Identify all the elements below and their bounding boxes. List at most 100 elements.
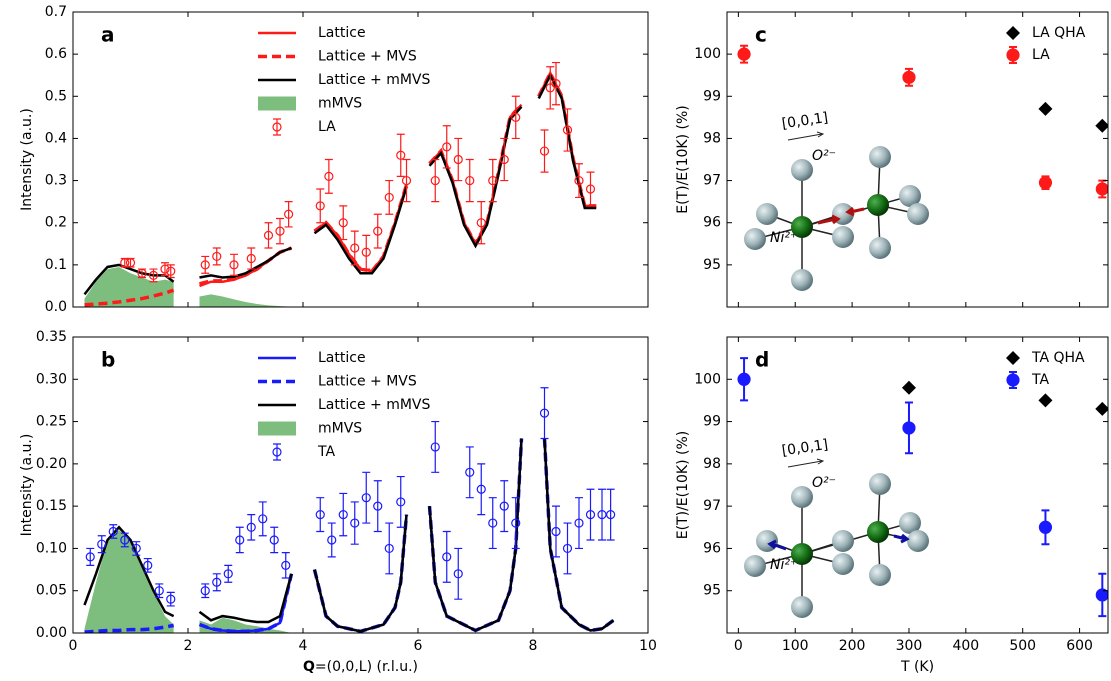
o-label: O²⁻	[812, 475, 836, 491]
error-bar	[247, 514, 256, 541]
plot-area	[737, 357, 1108, 618]
point	[137, 268, 147, 278]
panel: 0.00 0.05 0.10 0.15 0.20 0.25 0.30 0.35 0 2 4 6 8 10 I…	[19, 329, 657, 675]
y-tick-label: 0.35	[36, 329, 67, 345]
line	[198, 573, 293, 624]
point	[737, 372, 751, 386]
line	[199, 246, 292, 279]
error-bar	[431, 420, 440, 473]
error-bar	[563, 108, 572, 152]
point	[465, 467, 475, 477]
point	[350, 518, 360, 528]
x-tick-label: 300	[896, 638, 923, 654]
direction-label: [0,0,1]	[781, 437, 829, 459]
y-tick-label: 95	[703, 257, 721, 273]
point	[148, 270, 159, 280]
point	[442, 142, 452, 152]
point	[160, 264, 170, 274]
error-bar	[212, 573, 221, 592]
y-tick-label: 0.10	[36, 540, 67, 556]
nickel	[867, 521, 889, 543]
error-bar	[454, 547, 463, 600]
point	[539, 408, 550, 418]
error-bar	[230, 253, 238, 276]
point	[562, 125, 573, 135]
oxygen	[907, 203, 929, 225]
error-bar	[442, 530, 451, 583]
error-bar	[477, 463, 486, 516]
error-bar	[465, 158, 474, 203]
legend-label: TA	[1031, 372, 1049, 388]
error-bar	[247, 247, 256, 270]
legend-marker	[1006, 373, 1020, 387]
point	[373, 501, 383, 511]
y-axis-label: E(T)/E(10K) (%)	[675, 431, 691, 539]
error-bar	[166, 591, 175, 607]
nickel	[867, 194, 889, 216]
error-bar	[212, 247, 221, 266]
axes-frame	[72, 11, 649, 308]
point	[85, 552, 95, 562]
error-bar	[396, 133, 405, 177]
error-bar	[324, 158, 333, 194]
point	[499, 501, 509, 511]
point	[315, 509, 325, 520]
point	[131, 543, 141, 554]
y-tick-label: 100	[694, 46, 721, 62]
error-bar	[500, 480, 509, 533]
x-tick-label: 500	[1009, 638, 1036, 654]
plot-area	[83, 61, 597, 307]
line	[199, 246, 293, 286]
point	[585, 184, 596, 194]
nickel	[791, 216, 813, 238]
area	[84, 266, 174, 307]
point	[488, 518, 498, 528]
point	[465, 175, 475, 186]
error-bar	[454, 137, 463, 182]
point	[430, 442, 440, 452]
point	[499, 154, 509, 165]
point	[212, 577, 222, 587]
point	[1038, 176, 1053, 190]
y-tick-label: 0.1	[45, 257, 67, 273]
panel-label: a	[101, 23, 115, 47]
point	[327, 535, 337, 545]
legend-marker	[1006, 48, 1020, 62]
point	[442, 552, 452, 562]
x-tick-label: 8	[529, 638, 538, 654]
error-bar	[201, 255, 210, 274]
error-bar	[224, 564, 233, 583]
point	[361, 247, 371, 257]
y-axis-label: Intensity (a.u.)	[19, 434, 35, 537]
point	[511, 112, 521, 122]
y-tick-label: 96	[703, 215, 721, 231]
legend-label: LA	[1032, 47, 1050, 63]
error-bar	[373, 213, 382, 249]
error-bar	[575, 497, 583, 550]
point	[212, 251, 222, 262]
y-axis-label: Intensity (a.u.)	[19, 108, 35, 211]
error-bar	[385, 179, 394, 215]
point	[338, 218, 348, 228]
direction-label: [0,0,1]	[781, 110, 829, 132]
error-bar	[362, 234, 371, 270]
point	[1095, 118, 1108, 133]
error-bar	[546, 66, 555, 110]
error-bar	[477, 201, 486, 245]
oxygen	[791, 269, 813, 291]
point	[258, 514, 268, 524]
point	[597, 509, 607, 520]
point	[246, 253, 256, 264]
oxygen	[756, 203, 778, 225]
x-tick-label: 10	[639, 638, 657, 654]
y-tick-label: 0.5	[45, 88, 67, 104]
displacement-arrow	[845, 206, 865, 217]
legend-label: Lattice + MVS	[318, 374, 417, 390]
point	[511, 518, 521, 528]
error-bar	[540, 129, 549, 173]
x-tick-label: 0	[734, 638, 743, 654]
y-tick-label: 0.00	[36, 625, 67, 641]
x-tick-label: 4	[299, 638, 308, 654]
line	[312, 514, 409, 633]
point	[108, 526, 118, 537]
